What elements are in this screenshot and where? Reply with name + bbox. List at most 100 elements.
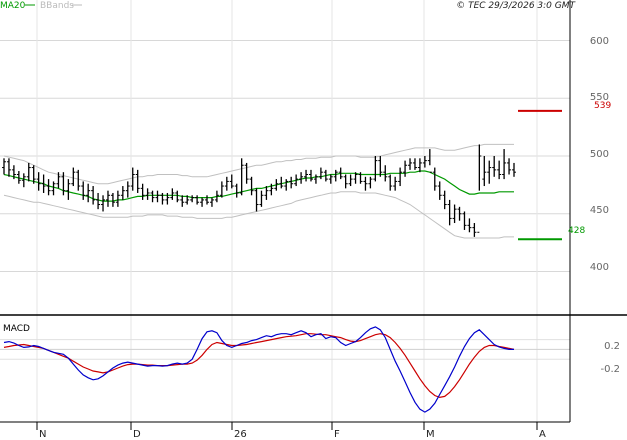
price-bar <box>214 190 219 203</box>
macd-signal-line <box>3 333 515 399</box>
price-bar <box>41 174 46 193</box>
price-bar <box>447 199 452 226</box>
price-bar <box>21 173 26 188</box>
y-tick-label: 450 <box>590 205 609 216</box>
price-bar <box>264 186 269 200</box>
price-bar <box>56 172 61 189</box>
price-bar <box>343 174 348 189</box>
price-bar <box>2 158 6 175</box>
price-bar <box>492 156 497 177</box>
macd-y-tick-label: 0.2 <box>604 341 620 352</box>
price-bar <box>323 169 328 182</box>
price-bar <box>26 162 31 182</box>
price-bar <box>308 169 313 182</box>
price-bar <box>115 190 120 207</box>
price-bar <box>487 160 492 184</box>
y-tick-label: 500 <box>590 149 609 160</box>
price-bar <box>358 172 363 184</box>
price-bar <box>96 192 101 210</box>
price-bar <box>304 169 309 182</box>
price-bar <box>16 171 21 184</box>
price-bar <box>101 195 106 212</box>
price-bar <box>437 181 442 200</box>
x-tick-label: M <box>426 429 435 440</box>
x-tick-label: 26 <box>234 429 247 440</box>
price-bar <box>145 188 150 200</box>
price-bar <box>175 190 180 203</box>
price-bar <box>81 181 86 200</box>
price-bar <box>328 174 333 184</box>
y-tick-label: 400 <box>590 262 609 273</box>
price-y-axis: 600 550 500 450 400 <box>590 36 609 273</box>
price-bar <box>398 167 403 187</box>
price-bar <box>155 190 160 203</box>
price-bar <box>388 174 393 191</box>
price-bar <box>507 158 512 175</box>
price-bar <box>467 218 472 233</box>
price-bar <box>373 156 378 182</box>
price-bar <box>477 144 482 233</box>
price-bar <box>348 174 353 187</box>
price-grid <box>0 0 570 422</box>
price-bar <box>403 160 408 177</box>
x-tick-label: D <box>133 429 141 440</box>
price-bar <box>422 156 427 168</box>
price-bars <box>2 144 516 237</box>
price-bar <box>86 183 91 203</box>
x-tick-label: F <box>334 429 340 440</box>
price-bar <box>269 183 274 196</box>
price-bar <box>165 192 170 205</box>
price-bar <box>234 183 239 198</box>
price-bar <box>130 167 135 191</box>
price-bar <box>36 172 41 191</box>
macd-lines <box>3 326 515 413</box>
price-bar <box>46 179 51 196</box>
price-bar <box>254 188 259 212</box>
price-bar <box>368 176 373 189</box>
price-bar <box>313 174 318 184</box>
resistance-level-label: 539 <box>594 101 611 111</box>
price-bar <box>412 158 417 170</box>
price-bar <box>442 190 447 210</box>
bbands-upper-line <box>3 143 514 185</box>
price-bar <box>353 172 358 184</box>
price-bar <box>11 165 16 180</box>
price-bar <box>378 156 383 177</box>
price-bar <box>244 162 249 184</box>
price-bar <box>170 188 175 200</box>
price-bar <box>432 167 437 191</box>
y-tick-label: 550 <box>590 92 609 103</box>
price-bar <box>120 186 125 200</box>
legend-ma20-label: MA20 <box>0 1 26 11</box>
price-bar <box>502 149 507 180</box>
price-bar <box>417 158 422 173</box>
price-bar <box>249 176 254 196</box>
price-bar <box>289 176 294 189</box>
x-tick-label: N <box>39 429 46 440</box>
bollinger-bands <box>3 143 514 239</box>
macd-panel-title: MACD <box>3 324 30 334</box>
price-bar <box>408 158 413 170</box>
price-bar <box>239 158 244 196</box>
price-bar <box>185 195 190 205</box>
macd-line <box>3 326 514 413</box>
price-bar <box>140 183 145 200</box>
price-bar <box>299 172 304 184</box>
price-bar <box>6 158 11 177</box>
price-bar <box>229 174 234 189</box>
price-bar <box>284 179 289 191</box>
price-bar <box>61 172 66 196</box>
price-bar <box>393 176 398 191</box>
support-level-label: 428 <box>568 226 585 236</box>
price-bar <box>427 149 432 173</box>
price-bar <box>497 160 502 180</box>
ma20-line <box>3 170 514 202</box>
price-bar <box>105 190 110 207</box>
price-bar <box>125 181 130 198</box>
price-bar <box>200 197 205 207</box>
price-bar <box>76 169 81 191</box>
price-bar <box>110 192 115 207</box>
price-bar <box>180 195 185 207</box>
